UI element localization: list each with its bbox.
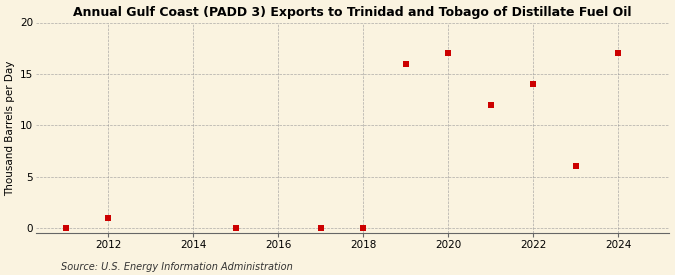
Point [400, 61, 411, 66]
Point [315, 226, 326, 230]
Title: Annual Gulf Coast (PADD 3) Exports to Trinidad and Tobago of Distillate Fuel Oil: Annual Gulf Coast (PADD 3) Exports to Tr… [74, 6, 632, 18]
Text: Source: U.S. Energy Information Administration: Source: U.S. Energy Information Administ… [61, 262, 292, 272]
Y-axis label: Thousand Barrels per Day: Thousand Barrels per Day [5, 60, 16, 196]
Point [443, 51, 454, 56]
Point [613, 51, 624, 56]
Point [103, 216, 113, 220]
Point [230, 226, 241, 230]
Point [570, 164, 581, 169]
Point [60, 226, 71, 230]
Point [528, 82, 539, 86]
Point [485, 103, 496, 107]
Point [358, 226, 369, 230]
